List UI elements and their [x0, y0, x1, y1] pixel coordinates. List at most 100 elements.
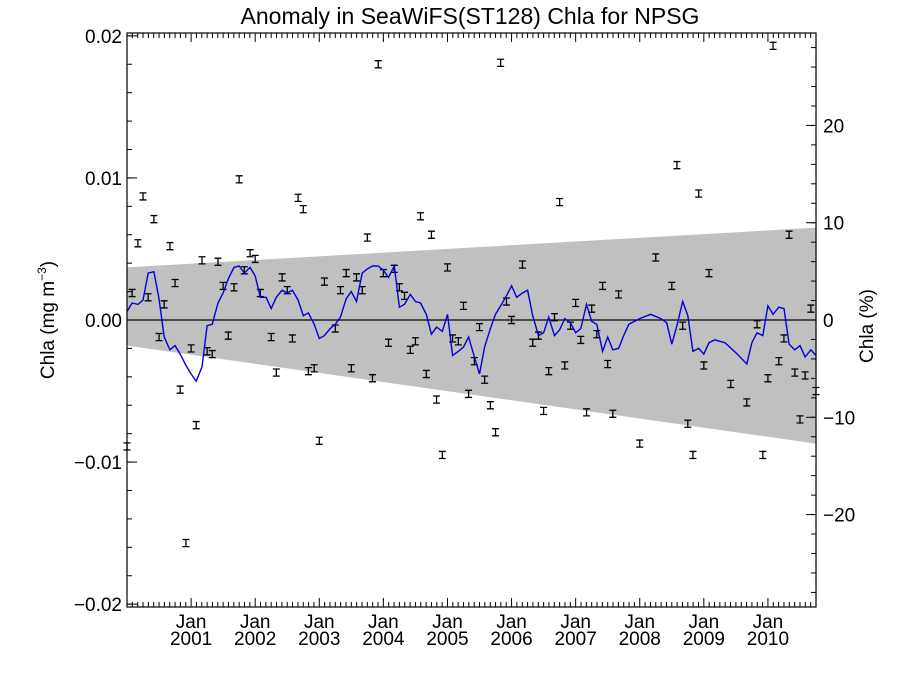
data-point-errorbar	[187, 344, 195, 353]
data-point-errorbar	[278, 273, 286, 282]
data-point-errorbar	[459, 301, 467, 310]
data-point-errorbar	[251, 254, 259, 264]
data-point-errorbar	[128, 288, 136, 298]
data-point-errorbar	[272, 368, 280, 377]
data-point-errorbar	[759, 450, 767, 460]
data-point-errorbar	[406, 345, 414, 355]
data-point-errorbar	[304, 366, 312, 376]
data-point-errorbar	[192, 420, 200, 430]
data-point-errorbar	[144, 293, 152, 302]
data-point-errorbar	[443, 263, 451, 272]
y-axis-right-title: Chla (%)	[857, 289, 878, 363]
data-point-errorbar	[465, 389, 473, 399]
data-point-errorbar	[374, 60, 382, 69]
y-axis-left-title: Chla (mg m−3)	[35, 261, 59, 379]
x-tick-label-year: 2008	[619, 629, 661, 650]
data-point-errorbar	[583, 408, 591, 417]
data-point-errorbar	[411, 337, 419, 346]
x-tick-label-month: Jan	[176, 612, 207, 633]
data-point-errorbar	[320, 277, 328, 286]
data-point-errorbar	[572, 298, 580, 308]
data-point-errorbar	[807, 304, 815, 313]
data-point-errorbar	[695, 189, 703, 198]
data-point-errorbar	[160, 300, 168, 309]
data-point-errorbar	[486, 401, 494, 410]
data-point-errorbar	[134, 239, 142, 248]
x-tick-label-year: 2006	[490, 629, 532, 650]
data-point-errorbar	[208, 349, 216, 359]
data-point-errorbar	[551, 312, 558, 322]
y-tick-label-right: −10	[823, 408, 855, 429]
data-point-errorbar	[182, 538, 190, 548]
x-tick-label-year: 2009	[683, 629, 725, 650]
data-point-errorbar	[743, 398, 751, 407]
y-tick-label-left: 0.02	[85, 27, 122, 48]
data-point-errorbar	[422, 369, 430, 379]
data-point-errorbar	[769, 41, 777, 50]
data-point-errorbar	[166, 241, 174, 251]
data-point-errorbar	[481, 375, 489, 384]
data-point-errorbar	[230, 283, 238, 292]
x-tick-label-year: 2007	[555, 629, 597, 650]
data-point-errorbar	[310, 364, 318, 373]
data-point-errorbar	[352, 273, 360, 282]
y-tick-label-right: 20	[823, 116, 844, 137]
series-line-1	[126, 263, 817, 383]
data-point-errorbar	[764, 374, 772, 383]
data-point-errorbar	[615, 290, 623, 299]
data-point-errorbar	[561, 361, 569, 370]
x-tick-label-month: Jan	[304, 612, 335, 633]
x-tick-label-year: 2005	[426, 629, 468, 650]
x-tick-label-year: 2003	[298, 629, 340, 650]
data-point-errorbar	[267, 332, 275, 342]
data-point-errorbar	[198, 256, 206, 265]
y-tick-label-left: 0.01	[85, 169, 122, 190]
data-point-errorbar	[155, 332, 163, 342]
chart-title: Anomaly in SeaWiFS(ST128) Chla for NPSG	[241, 3, 700, 29]
data-point-errorbar	[363, 233, 371, 242]
data-point-errorbar	[150, 214, 158, 224]
data-point-errorbar	[609, 409, 617, 418]
x-tick-label-month: Jan	[432, 612, 463, 633]
x-tick-label-month: Jan	[753, 612, 784, 633]
data-point-errorbar	[235, 175, 243, 184]
data-point-errorbar	[801, 371, 809, 380]
data-point-errorbar	[368, 374, 376, 383]
data-point-errorbar	[336, 285, 344, 295]
data-point-errorbar	[775, 357, 783, 366]
data-point-errorbar	[438, 450, 446, 460]
data-point-errorbar	[385, 338, 392, 347]
data-point-errorbar	[214, 257, 222, 266]
uncertainty-band	[127, 227, 816, 444]
data-point-errorbar	[796, 415, 804, 424]
data-point-errorbar	[315, 436, 323, 445]
y-tick-label-left: −0.02	[74, 595, 122, 616]
data-point-errorbar	[780, 334, 788, 343]
y-tick-label-right: 10	[823, 214, 844, 235]
plot-area: Jan2001Jan2002Jan2003Jan2004Jan2005Jan20…	[74, 27, 855, 650]
data-point-errorbar	[342, 268, 350, 278]
y-axis-left-title-main: Chla (mg m	[38, 281, 59, 379]
data-point-errorbar	[545, 366, 553, 376]
y-tick-label-left: 0.00	[85, 311, 122, 332]
x-tick-label-month: Jan	[368, 612, 399, 633]
data-point-errorbar	[454, 337, 462, 346]
data-point-errorbar	[224, 331, 232, 340]
data-point-errorbar	[705, 268, 713, 278]
data-point-errorbar	[577, 335, 585, 345]
data-point-errorbar	[139, 192, 147, 201]
data-point-errorbar	[427, 230, 435, 239]
data-point-errorbar	[417, 212, 425, 221]
x-tick-label-year: 2004	[362, 629, 405, 650]
x-tick-label-month: Jan	[624, 612, 655, 633]
data-point-errorbar	[599, 281, 607, 291]
data-point-errorbar	[176, 385, 184, 394]
data-point-errorbar	[347, 364, 355, 373]
data-point-errorbar	[689, 450, 697, 460]
data-point-errorbar	[246, 249, 254, 258]
data-point-errorbar	[540, 406, 548, 416]
data-point-errorbar	[294, 193, 302, 203]
x-tick-label-month: Jan	[240, 612, 271, 633]
